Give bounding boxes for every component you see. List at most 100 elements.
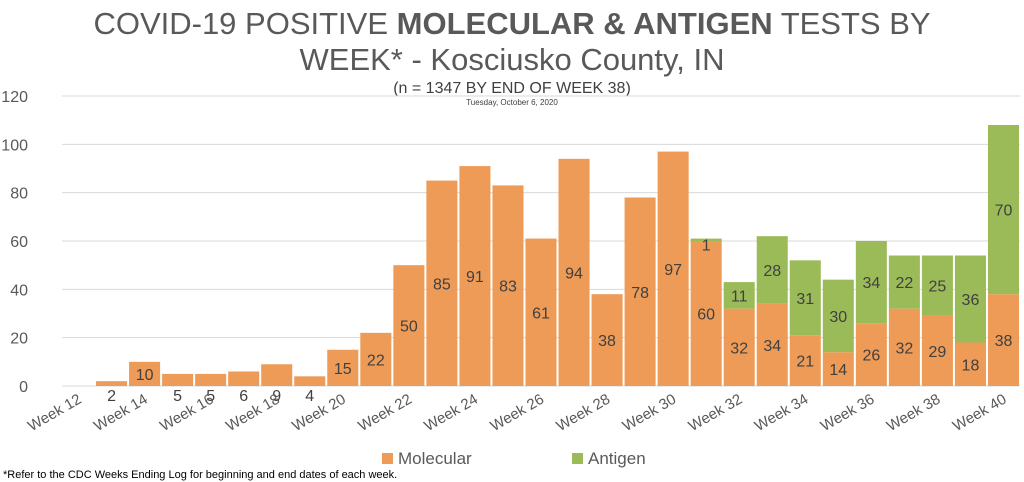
x-tick-label: Week 32 — [686, 391, 746, 435]
x-tick-label: Week 24 — [421, 391, 481, 435]
data-label-molecular: 18 — [962, 357, 980, 374]
bars — [96, 125, 1019, 386]
bar-molecular — [558, 158, 590, 386]
chart-title-part: TESTS BY — [773, 6, 931, 41]
data-label-molecular: 5 — [173, 388, 182, 405]
bar-molecular — [360, 332, 392, 386]
bar-molecular — [822, 352, 854, 386]
x-tick-label: Week 28 — [554, 391, 614, 435]
y-axis-ticks: 0 20 40 60 80 100 120 — [1, 89, 28, 396]
chart-title-line-1: COVID-19 POSITIVE MOLECULAR & ANTIGEN TE… — [93, 6, 930, 41]
legend-swatch-antigen — [572, 453, 583, 464]
bar-molecular — [129, 361, 161, 386]
bar-molecular — [426, 180, 458, 386]
data-label-molecular: 32 — [895, 340, 913, 357]
data-label-molecular: 34 — [763, 338, 781, 355]
bar-molecular — [393, 265, 425, 386]
data-label-molecular: 97 — [664, 262, 682, 279]
bar-antigen — [987, 125, 1019, 295]
bar-molecular — [855, 323, 887, 386]
bar-molecular — [327, 349, 359, 386]
data-label-antigen: 1 — [702, 238, 711, 255]
bar-molecular — [657, 151, 689, 386]
bar-molecular — [492, 185, 524, 386]
data-label-molecular: 22 — [367, 352, 385, 369]
bar-molecular — [261, 364, 293, 386]
bar-molecular — [162, 373, 194, 386]
bar-molecular — [987, 294, 1019, 386]
bar-molecular — [294, 376, 326, 386]
y-tick-label: 60 — [10, 234, 28, 251]
bar-antigen — [855, 241, 887, 324]
data-label-molecular: 5 — [206, 388, 215, 405]
data-label-antigen: 31 — [796, 291, 814, 308]
data-label-molecular: 29 — [929, 344, 947, 361]
y-tick-label: 100 — [1, 137, 28, 154]
x-tick-label: Week 16 — [157, 391, 217, 435]
data-label-molecular: 38 — [598, 333, 616, 350]
x-tick-label: Week 26 — [487, 391, 547, 435]
legend: Molecular Antigen — [382, 449, 646, 468]
footnote: *Refer to the CDC Weeks Ending Log for b… — [3, 469, 397, 481]
data-label-molecular: 61 — [532, 305, 550, 322]
data-label-molecular: 91 — [466, 269, 484, 286]
bar-molecular — [789, 335, 821, 386]
data-label-molecular: 85 — [433, 276, 451, 293]
bar-molecular — [723, 308, 755, 386]
bar-antigen — [789, 260, 821, 336]
data-label-antigen: 25 — [929, 279, 947, 296]
y-tick-label: 40 — [10, 282, 28, 299]
chart-subtitle: (n = 1347 BY END OF WEEK 38) — [393, 80, 631, 97]
data-label-molecular: 21 — [796, 354, 814, 371]
data-label-antigen: 34 — [862, 275, 880, 292]
data-label-molecular: 32 — [730, 340, 748, 357]
data-label-molecular: 14 — [829, 362, 847, 379]
x-tick-label: Week 12 — [25, 391, 85, 435]
bar-molecular — [690, 241, 722, 386]
data-label-molecular: 38 — [995, 333, 1013, 350]
legend-swatch-molecular — [382, 453, 393, 464]
bar-molecular — [195, 373, 227, 386]
x-tick-label: Week 22 — [355, 391, 415, 435]
data-label-molecular: 94 — [565, 265, 583, 282]
data-label-antigen: 70 — [995, 203, 1013, 220]
bar-antigen — [954, 255, 986, 343]
bar-molecular — [228, 371, 260, 386]
chart-title-part: COVID-19 POSITIVE — [93, 6, 396, 41]
bar-molecular — [624, 197, 656, 386]
bar-antigen — [690, 238, 722, 241]
data-label-molecular: 10 — [136, 367, 154, 384]
data-label-antigen: 30 — [829, 309, 847, 326]
x-tick-label: Week 20 — [289, 391, 349, 435]
data-label-molecular: 6 — [239, 388, 248, 405]
data-label-antigen: 28 — [763, 263, 781, 280]
data-label-molecular: 2 — [107, 388, 116, 405]
bar-antigen — [888, 255, 920, 309]
y-tick-label: 0 — [19, 379, 28, 396]
x-tick-label: Week 18 — [223, 391, 283, 435]
bar-molecular — [954, 342, 986, 386]
x-tick-label: Week 30 — [620, 391, 680, 435]
bar-molecular — [525, 238, 557, 386]
data-label-antigen: 36 — [962, 292, 980, 309]
y-tick-label: 20 — [10, 331, 28, 348]
x-tick-label: Week 14 — [91, 391, 151, 435]
y-tick-label: 80 — [10, 186, 28, 203]
data-label-molecular: 50 — [400, 319, 418, 336]
bar-molecular — [888, 308, 920, 386]
chart-date: Tuesday, October 6, 2020 — [466, 98, 558, 107]
data-label-molecular: 4 — [305, 388, 314, 405]
chart-title-line-2: WEEK* - Kosciusko County, IN — [300, 42, 725, 77]
bar-molecular — [96, 381, 128, 386]
data-label-antigen: 11 — [731, 288, 748, 305]
bar-molecular — [756, 303, 788, 386]
x-tick-label: Week 36 — [818, 391, 878, 435]
x-tick-label: Week 34 — [752, 391, 812, 435]
legend-label-molecular: Molecular — [398, 449, 472, 468]
chart-title-part: MOLECULAR & ANTIGEN — [397, 6, 773, 41]
data-label-molecular: 60 — [697, 307, 715, 324]
x-tick-label: Week 38 — [884, 391, 944, 435]
bar-molecular — [459, 166, 491, 386]
data-label-antigen: 22 — [895, 275, 913, 292]
